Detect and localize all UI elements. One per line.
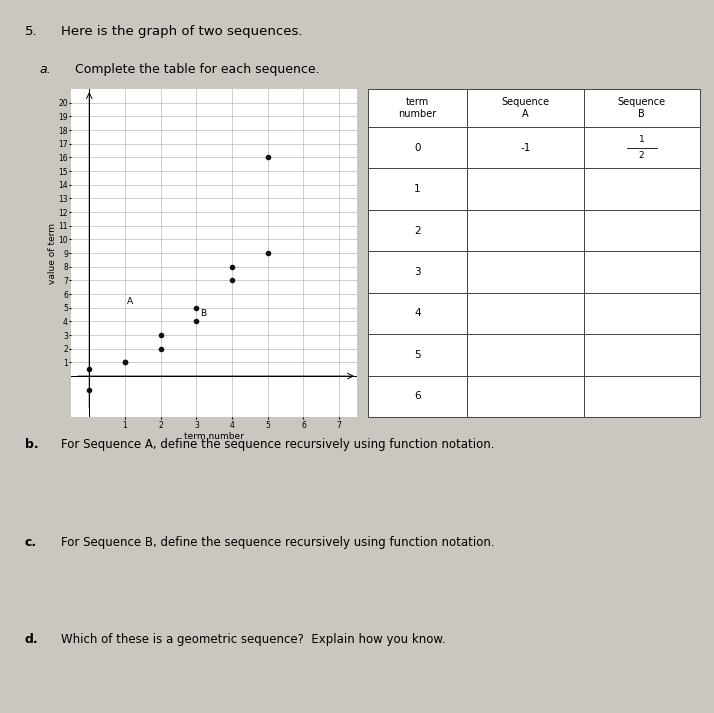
Bar	[468, 334, 583, 376]
Bar	[368, 168, 468, 210]
Bar	[583, 376, 700, 417]
Bar	[368, 127, 468, 168]
Bar	[468, 210, 583, 251]
Bar	[368, 334, 468, 376]
Text: 5.: 5.	[25, 25, 38, 38]
Bar	[368, 210, 468, 251]
Text: d.: d.	[25, 633, 39, 646]
Bar	[583, 127, 700, 168]
Text: For Sequence A, define the sequence recursively using function notation.: For Sequence A, define the sequence recu…	[61, 438, 494, 451]
Text: 5: 5	[414, 350, 421, 360]
Text: -1: -1	[521, 143, 531, 153]
Text: 1: 1	[414, 184, 421, 194]
Text: Which of these is a geometric sequence?  Explain how you know.: Which of these is a geometric sequence? …	[61, 633, 446, 646]
Text: Sequence
A: Sequence A	[501, 97, 550, 119]
Text: Sequence
B: Sequence B	[618, 97, 665, 119]
Text: 1: 1	[639, 135, 645, 144]
Bar	[583, 334, 700, 376]
Text: b.: b.	[25, 438, 39, 451]
Text: 4: 4	[414, 309, 421, 319]
Bar	[468, 251, 583, 293]
Bar	[468, 376, 583, 417]
Text: 2: 2	[414, 225, 421, 235]
Y-axis label: value of term: value of term	[48, 222, 57, 284]
Bar	[468, 168, 583, 210]
Text: Complete the table for each sequence.: Complete the table for each sequence.	[75, 63, 320, 76]
Bar	[583, 168, 700, 210]
Text: c.: c.	[25, 536, 37, 549]
Text: 6: 6	[414, 391, 421, 401]
Bar	[468, 127, 583, 168]
Bar	[468, 293, 583, 334]
Bar	[468, 89, 583, 127]
Bar	[368, 251, 468, 293]
Bar	[583, 251, 700, 293]
Text: 3: 3	[414, 267, 421, 277]
Bar	[368, 376, 468, 417]
Text: B: B	[200, 309, 206, 318]
Bar	[368, 293, 468, 334]
Text: 2: 2	[639, 151, 645, 160]
Text: a.: a.	[39, 63, 51, 76]
Text: A: A	[127, 297, 133, 306]
X-axis label: term number: term number	[184, 432, 244, 441]
Bar	[583, 89, 700, 127]
Bar	[583, 210, 700, 251]
Text: For Sequence B, define the sequence recursively using function notation.: For Sequence B, define the sequence recu…	[61, 536, 494, 549]
Bar	[583, 293, 700, 334]
Text: 0: 0	[414, 143, 421, 153]
Text: Here is the graph of two sequences.: Here is the graph of two sequences.	[61, 25, 302, 38]
Bar	[368, 89, 468, 127]
Text: term
number: term number	[398, 97, 437, 119]
